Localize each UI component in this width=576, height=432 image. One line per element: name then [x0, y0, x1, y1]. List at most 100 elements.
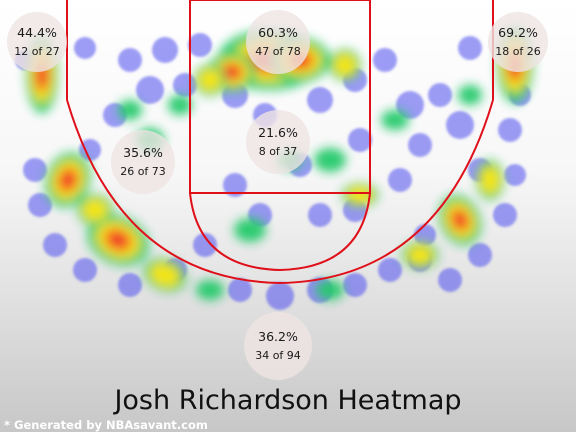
- heat-ring-mid: [196, 280, 224, 300]
- heat-blob: [314, 148, 346, 172]
- heat-blob: [143, 258, 187, 292]
- low-density-bubble: [43, 233, 67, 257]
- low-density-bubble: [73, 258, 97, 282]
- zone-above-break-three: 36.2% 34 of 94: [244, 312, 312, 380]
- heat-ring-red: [108, 232, 128, 248]
- heat-blob: [196, 280, 224, 300]
- low-density-bubble: [193, 233, 217, 257]
- heat-ring-mid: [381, 110, 409, 130]
- low-density-bubble: [373, 48, 397, 72]
- heat-ring-yellow: [347, 186, 373, 204]
- low-density-bubble: [188, 33, 212, 57]
- low-density-bubble: [504, 164, 526, 186]
- zone-restricted-area: 60.3% 47 of 78: [246, 10, 310, 74]
- low-density-bubble: [438, 268, 462, 292]
- low-density-bubble: [28, 193, 52, 217]
- low-density-bubble: [79, 139, 101, 161]
- heat-blob: [87, 214, 149, 266]
- zone-attempts: 12 of 27: [14, 45, 60, 58]
- zone-percentage: 35.6%: [123, 145, 163, 160]
- heat-ring-yellow: [407, 244, 433, 266]
- zone-paint-non-ra: 21.6% 8 of 37: [246, 110, 310, 174]
- low-density-bubble: [428, 83, 452, 107]
- heat-blob: [234, 218, 266, 242]
- paint-box: [189, 0, 371, 194]
- low-density-bubble: [308, 203, 332, 227]
- low-density-bubble: [378, 258, 402, 282]
- chart-title: Josh Richardson Heatmap: [112, 385, 461, 416]
- heat-blob: [316, 280, 344, 300]
- low-density-bubble: [343, 273, 367, 297]
- heat-ring-yellow: [198, 68, 222, 92]
- heat-ring-mid: [168, 95, 192, 115]
- heat-blob: [77, 194, 113, 226]
- heat-ring-red: [61, 171, 75, 189]
- low-density-bubble: [118, 273, 142, 297]
- heat-blob: [381, 110, 409, 130]
- low-density-bubble: [498, 118, 522, 142]
- heat-ring-yellow: [82, 198, 108, 222]
- zone-left-corner-three: 44.4% 12 of 27: [7, 12, 67, 72]
- low-density-bubble: [228, 278, 252, 302]
- low-density-bubble: [458, 36, 482, 60]
- zone-percentage: 69.2%: [498, 25, 538, 40]
- low-density-bubble: [23, 158, 47, 182]
- three-point-arc: [66, 99, 494, 285]
- low-density-bubble: [408, 133, 432, 157]
- heat-blob: [118, 100, 142, 120]
- heat-blob: [476, 160, 504, 200]
- zone-percentage: 60.3%: [258, 25, 298, 40]
- zone-marker-circle: [246, 10, 310, 74]
- heat-ring-yellow: [479, 165, 501, 195]
- low-density-bubble: [74, 37, 96, 59]
- heat-ring-mid: [458, 85, 482, 105]
- heat-blob: [342, 183, 378, 207]
- heat-blob: [208, 52, 256, 92]
- heat-blob: [458, 85, 482, 105]
- heat-ring-red: [224, 66, 240, 78]
- low-density-bubble: [468, 243, 492, 267]
- zone-percentage: 44.4%: [17, 25, 57, 40]
- low-density-bubble: [348, 128, 372, 152]
- heat-blob: [329, 49, 361, 81]
- heat-blob: [168, 95, 192, 115]
- heat-ring-mid: [234, 218, 266, 242]
- heat-blob: [45, 152, 91, 208]
- low-density-bubble: [307, 87, 333, 113]
- low-density-bubble: [118, 48, 142, 72]
- heat-blob: [402, 241, 438, 269]
- heat-ring-mid: [316, 280, 344, 300]
- low-density-bubble: [136, 76, 164, 104]
- zone-attempts: 18 of 26: [495, 45, 541, 58]
- zone-percentage: 36.2%: [258, 329, 298, 344]
- zone-marker-circle: [246, 110, 310, 174]
- low-density-bubble: [493, 203, 517, 227]
- zone-percentage: 21.6%: [258, 125, 298, 140]
- zone-marker-circle: [7, 12, 67, 72]
- heat-blob: [194, 64, 226, 96]
- heat-ring-yellow: [149, 262, 181, 288]
- low-density-bubble: [446, 111, 474, 139]
- court-lines: [66, 0, 494, 285]
- zone-attempts: 34 of 94: [255, 349, 301, 362]
- low-density-bubble: [223, 173, 247, 197]
- low-density-bubble: [266, 282, 294, 310]
- zone-marker-circle: [488, 12, 548, 72]
- zone-marker-circle: [244, 312, 312, 380]
- free-throw-arc: [189, 192, 371, 272]
- zone-attempts: 8 of 37: [259, 145, 298, 158]
- heat-blob: [438, 194, 482, 246]
- heat-ring-mid: [118, 100, 142, 120]
- credit-text: * Generated by NBAsavant.com: [4, 418, 208, 432]
- zone-attempts: 47 of 78: [255, 45, 301, 58]
- zone-attempts: 26 of 73: [120, 165, 166, 178]
- heat-ring-mid: [314, 148, 346, 172]
- zone-markers: 44.4% 12 of 27 60.3% 47 of 78 69.2% 18 of 26 3…: [7, 10, 548, 380]
- zone-left-mid-range: 35.6% 26 of 73: [111, 130, 175, 194]
- low-density-bubble: [152, 37, 178, 63]
- heat-ring-red: [453, 212, 467, 228]
- zone-marker-circle: [111, 130, 175, 194]
- low-density-bubble: [173, 73, 197, 97]
